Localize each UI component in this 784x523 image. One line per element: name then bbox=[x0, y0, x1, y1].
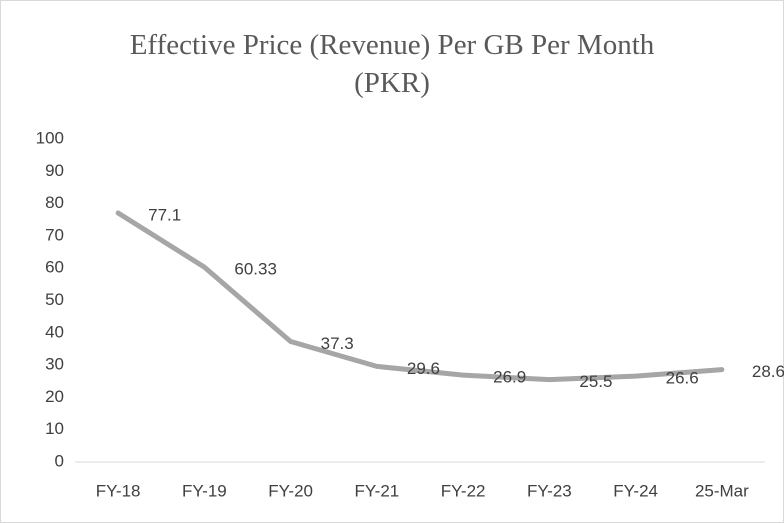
y-tick-label: 50 bbox=[45, 290, 64, 309]
data-label: 37.3 bbox=[321, 334, 354, 353]
x-tick-label: FY-18 bbox=[96, 481, 141, 500]
y-tick-label: 30 bbox=[45, 355, 64, 374]
data-label: 26.6 bbox=[666, 369, 699, 388]
y-tick-label: 100 bbox=[36, 128, 64, 147]
x-tick-label: FY-21 bbox=[355, 481, 400, 500]
data-label: 28.6 bbox=[752, 362, 784, 381]
x-tick-label: FY-23 bbox=[527, 481, 572, 500]
y-tick-label: 60 bbox=[45, 258, 64, 277]
y-tick-label: 10 bbox=[45, 419, 64, 438]
y-tick-label: 40 bbox=[45, 322, 64, 341]
x-tick-label: 25-Mar bbox=[695, 481, 749, 500]
line bbox=[115, 210, 725, 383]
y-tick-label: 0 bbox=[55, 451, 64, 470]
data-label: 29.6 bbox=[407, 359, 440, 378]
chart-title: Effective Price (Revenue) Per GB Per Mon… bbox=[129, 29, 655, 99]
data-label: 25.5 bbox=[579, 372, 612, 391]
x-tick-label: FY-22 bbox=[441, 481, 486, 500]
y-tick-label: 90 bbox=[45, 161, 64, 180]
x-tick-label: FY-20 bbox=[268, 481, 313, 500]
data-label: 77.1 bbox=[148, 205, 181, 224]
y-tick-label: 70 bbox=[45, 225, 64, 244]
data-label: 26.9 bbox=[493, 368, 526, 387]
data-label: 60.33 bbox=[234, 260, 277, 279]
y-tick-label: 20 bbox=[45, 387, 64, 406]
x-tick-label: FY-24 bbox=[613, 481, 658, 500]
x-tick-label: FY-19 bbox=[182, 481, 227, 500]
y-tick-label: 80 bbox=[45, 193, 64, 212]
